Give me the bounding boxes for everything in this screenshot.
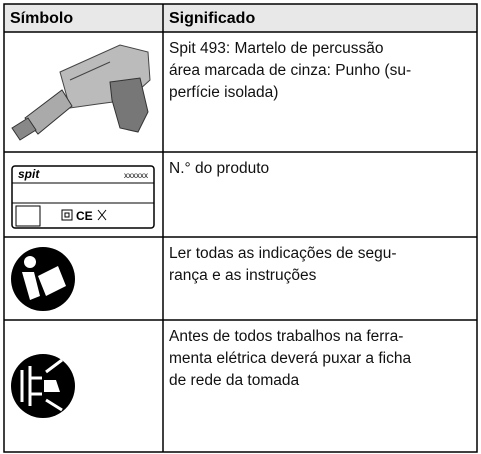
header-cell: Símbolo	[10, 10, 74, 27]
text-line: de rede da tomada	[169, 372, 300, 389]
unplug-icon	[11, 354, 75, 418]
row-text: Spit 493: Martelo de percussão área marca…	[163, 34, 417, 108]
row-text: Ler todas as indicações de segu-rança e …	[163, 239, 402, 291]
label-logo: spit	[18, 167, 40, 181]
text-line: Ler todas as indicações de segu-	[169, 245, 397, 262]
text-line: Antes de todos trabalhos na ferra-	[169, 328, 404, 345]
row-text: Antes de todos trabalhos na ferra-menta …	[163, 322, 417, 396]
drill-image	[11, 44, 151, 141]
label-image: CE	[11, 165, 155, 229]
header-cell: Significado	[169, 10, 256, 27]
text-line: área marcada de cinza: Punho (su-	[169, 62, 412, 79]
row-text: N.° do produto	[163, 154, 275, 184]
text-line: N.° do produto	[169, 160, 270, 177]
text-line: menta elétrica deverá puxar a ficha	[169, 350, 412, 367]
read-manual-icon	[11, 247, 75, 311]
text-line: rança e as instruções	[169, 267, 317, 284]
svg-text:CE: CE	[76, 209, 93, 223]
label-code: xxxxxx	[124, 171, 148, 180]
text-line: perfície isolada)	[169, 84, 279, 101]
text-line: Spit 493: Martelo de percussão	[169, 40, 384, 57]
